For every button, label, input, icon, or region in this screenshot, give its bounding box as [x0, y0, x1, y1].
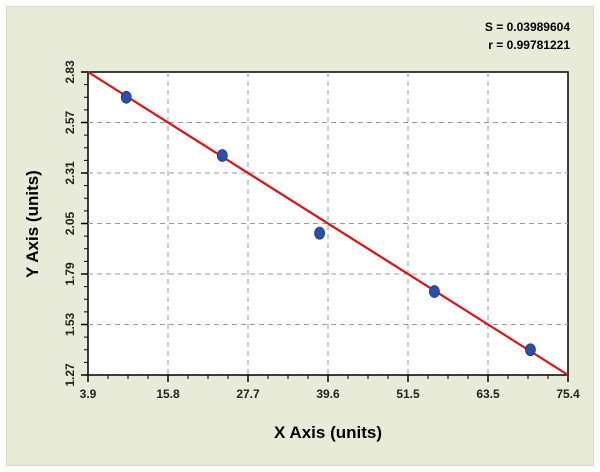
stat-s-label: S = 0.03989604 [485, 20, 570, 34]
data-point [314, 226, 326, 240]
y-tick-label: 2.83 [63, 60, 77, 84]
x-axis-ticks: 3.9 15.8 27.7 39.6 51.5 63.5 75.4 [80, 375, 580, 401]
data-point [216, 149, 228, 162]
x-tick-label: 75.4 [556, 387, 580, 401]
stat-r-label: r = 0.99781221 [488, 38, 570, 52]
y-tick-label: 1.27 [63, 363, 77, 387]
y-tick-label: 1.53 [63, 312, 77, 336]
x-tick-label: 15.8 [156, 387, 180, 401]
x-tick-label: 27.7 [236, 387, 260, 401]
y-tick-label: 1.79 [63, 262, 77, 286]
x-tick-label: 3.9 [80, 387, 97, 401]
x-tick-label: 39.6 [316, 387, 340, 401]
series-layer [87, 71, 569, 376]
data-point [120, 90, 132, 104]
x-tick-label: 63.5 [476, 387, 500, 401]
y-tick-label: 2.57 [63, 110, 77, 134]
y-tick-label: 2.05 [63, 211, 77, 235]
x-axis-title: X Axis (units) [274, 423, 382, 442]
fit-line [87, 71, 569, 376]
data-point [429, 285, 440, 298]
y-axis-title: Y Axis (units) [23, 170, 42, 278]
y-tick-label: 2.31 [63, 161, 77, 185]
y-axis-ticks: 1.27 1.53 1.79 2.05 2.31 2.57 2.83 [63, 60, 88, 387]
x-tick-label: 51.5 [396, 387, 420, 401]
data-point [525, 343, 536, 357]
